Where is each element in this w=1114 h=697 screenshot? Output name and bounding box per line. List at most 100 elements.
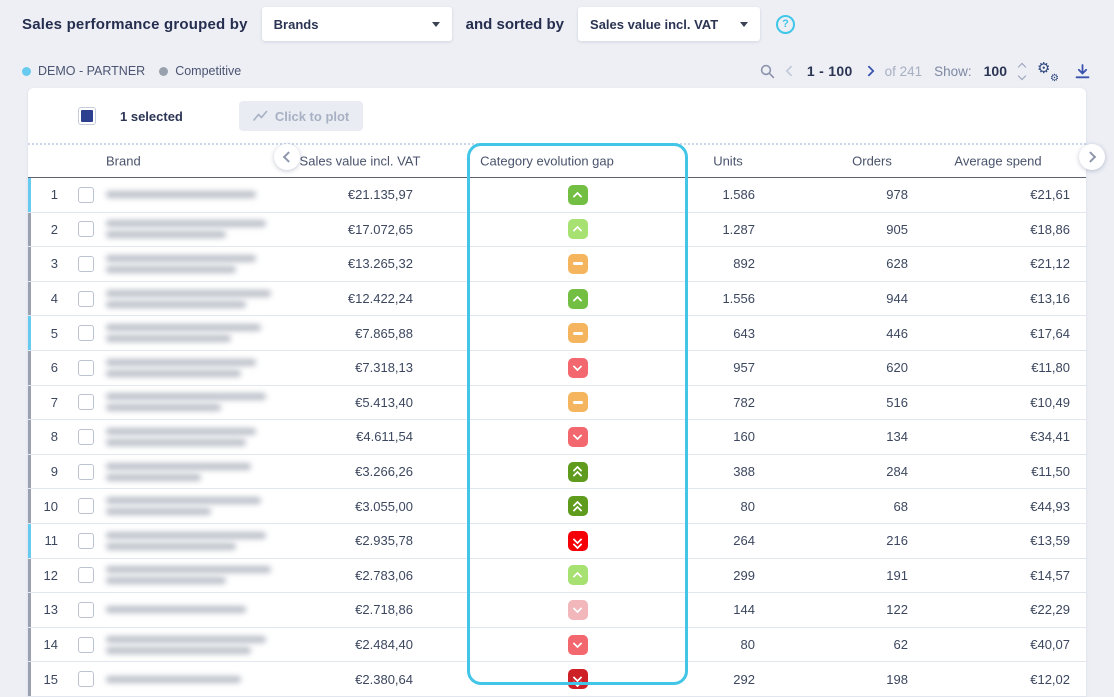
column-settings-icon[interactable]: ⚙ ⚙ [1037, 60, 1059, 84]
row-number: 14 [43, 637, 58, 653]
units-cell: 160 [733, 429, 755, 445]
brand-cell-redacted [106, 220, 298, 239]
row-number: 8 [50, 429, 58, 445]
sort-by-dropdown[interactable]: Sales value incl. VAT [578, 7, 761, 41]
page-range: 1 - 100 [806, 63, 853, 79]
scroll-columns-left-button[interactable] [274, 144, 300, 170]
units-cell: 80 [740, 498, 755, 514]
table-row: 2 €17.072,65 1.287 905 €18,86 [28, 212, 1086, 248]
blurred-brand-text [106, 438, 246, 446]
average-spend-cell: €11,50 [1031, 464, 1070, 480]
row-number: 6 [50, 360, 58, 376]
table-row: 15 €2.380,64 292 198 €12,02 [28, 662, 1086, 697]
plot-button[interactable]: Click to plot [238, 101, 364, 131]
row-number: 2 [50, 221, 58, 237]
evolution-slight-up-badge-icon [567, 219, 588, 240]
row-checkbox[interactable] [78, 186, 94, 203]
average-spend-cell: €14,57 [1030, 567, 1070, 583]
row-checkbox[interactable] [78, 255, 94, 272]
average-spend-cell: €21,12 [1030, 256, 1070, 272]
download-icon[interactable] [1075, 63, 1090, 79]
brand-cell-redacted [106, 254, 298, 273]
blurred-brand-text [106, 542, 236, 550]
sales-value-cell: €2.484,40 [355, 637, 413, 653]
blurred-brand-text [106, 473, 201, 481]
row-checkbox[interactable] [78, 601, 94, 618]
orders-cell: 620 [886, 360, 908, 376]
units-cell: 643 [733, 325, 755, 341]
sub-bar: DEMO - PARTNER Competitive 1 - 100 of 24… [0, 56, 1114, 86]
row-checkbox[interactable] [78, 290, 94, 307]
evolution-strong-up-badge-icon [567, 496, 588, 517]
row-checkbox[interactable] [78, 325, 94, 342]
blurred-brand-text [106, 646, 251, 654]
row-checkbox[interactable] [78, 636, 94, 653]
evolution-gap-cell [467, 357, 688, 378]
pagination: 1 - 100 of 241 Show: 100 ⚙ ⚙ [760, 60, 1090, 84]
row-checkbox[interactable] [78, 221, 94, 238]
evolution-up-badge-icon [567, 288, 588, 309]
evolution-gap-cell [467, 288, 688, 309]
evolution-slight-up-badge-icon [567, 565, 588, 586]
next-page-icon[interactable] [862, 65, 875, 77]
sales-value-cell: €2.380,64 [355, 671, 413, 687]
page-size-value[interactable]: 100 [983, 63, 1007, 79]
column-header-orders[interactable]: Orders [852, 153, 892, 169]
orders-cell: 134 [886, 429, 908, 445]
sales-value-cell: €7.865,88 [355, 325, 413, 341]
column-header-units[interactable]: Units [713, 153, 743, 169]
brand-cell-redacted [106, 324, 298, 343]
group-indicator-strip [28, 523, 31, 558]
column-header-avg[interactable]: Average spend [954, 153, 1042, 169]
legend-item-partner[interactable]: DEMO - PARTNER [22, 64, 145, 78]
page-size-stepper[interactable] [1017, 62, 1027, 80]
sales-value-cell: €17.072,65 [347, 221, 413, 237]
brand-cell-redacted [106, 566, 298, 585]
blurred-brand-text [106, 335, 231, 343]
blurred-brand-text [106, 324, 261, 332]
group-indicator-strip [28, 593, 31, 627]
orders-cell: 191 [886, 567, 908, 583]
row-checkbox[interactable] [78, 463, 94, 480]
table-row: 11 €2.935,78 264 216 €13,59 [28, 523, 1086, 559]
evolution-gap-cell [467, 392, 688, 413]
row-checkbox[interactable] [78, 532, 94, 549]
evolution-flat-badge-icon [567, 253, 588, 274]
column-header-gap[interactable]: Category evolution gap [480, 153, 614, 169]
legend-item-competitive[interactable]: Competitive [159, 64, 241, 78]
prev-page-icon[interactable] [785, 65, 797, 77]
orders-cell: 216 [886, 533, 908, 549]
units-cell: 1.556 [722, 291, 755, 307]
table-row: 7 €5.413,40 782 516 €10,49 [28, 385, 1086, 421]
table-row: 9 €3.266,26 388 284 €11,50 [28, 454, 1086, 490]
group-by-dropdown[interactable]: Brands [261, 7, 452, 41]
brand-cell-redacted [106, 675, 298, 683]
table-row: 14 €2.484,40 80 62 €40,07 [28, 627, 1086, 663]
evolution-strong-up-badge-icon [567, 461, 588, 482]
column-header-sales[interactable]: Sales value incl. VAT [299, 153, 421, 169]
row-checkbox[interactable] [78, 394, 94, 411]
evolution-flat-badge-icon [567, 323, 588, 344]
column-header-brand[interactable]: Brand [106, 153, 141, 169]
row-checkbox[interactable] [78, 359, 94, 376]
evolution-down-badge-icon [567, 426, 588, 447]
row-checkbox[interactable] [78, 428, 94, 445]
average-spend-cell: €13,16 [1030, 291, 1070, 307]
page-title: Sales performance grouped by [22, 15, 248, 33]
row-checkbox[interactable] [78, 567, 94, 584]
search-icon[interactable] [760, 64, 775, 79]
select-all-checkbox[interactable] [78, 107, 96, 125]
units-cell: 264 [733, 533, 755, 549]
scroll-columns-right-button[interactable] [1079, 144, 1105, 170]
row-checkbox[interactable] [78, 498, 94, 515]
help-icon[interactable]: ? [776, 14, 796, 34]
plot-button-label: Click to plot [274, 108, 350, 124]
row-number: 15 [43, 671, 58, 687]
blurred-brand-text [106, 289, 271, 297]
sales-value-cell: €2.718,86 [355, 602, 413, 618]
orders-cell: 944 [886, 291, 908, 307]
average-spend-cell: €18,86 [1030, 221, 1070, 237]
row-checkbox[interactable] [78, 671, 94, 688]
row-number: 4 [50, 291, 58, 307]
orders-cell: 905 [886, 221, 908, 237]
